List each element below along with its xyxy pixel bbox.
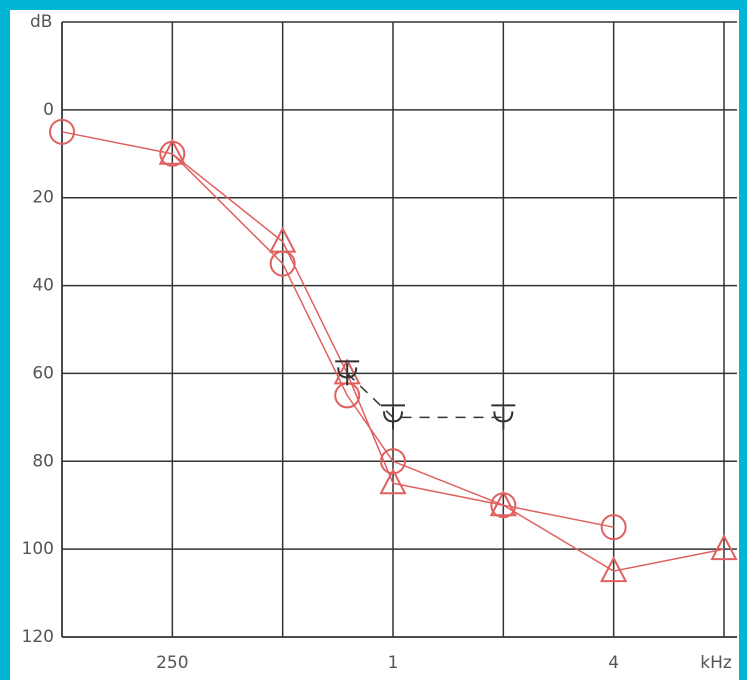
x-tick-label: 4 xyxy=(608,653,619,673)
y-tick-label: 0 xyxy=(43,100,54,120)
y-tick-label: 100 xyxy=(22,539,54,559)
circle-marker xyxy=(600,514,627,541)
y-tick-label: 20 xyxy=(32,188,54,208)
y-axis-label: dB xyxy=(30,12,52,32)
bone-marker xyxy=(335,360,360,386)
x-tick-label: 250 xyxy=(156,653,188,673)
series-line xyxy=(171,153,725,572)
y-tick-label: 60 xyxy=(32,363,54,383)
circle-marker xyxy=(49,118,75,145)
triangle-marker xyxy=(489,490,517,517)
bone-marker xyxy=(381,404,405,430)
y-tick-label: 120 xyxy=(22,627,54,647)
triangle-marker xyxy=(710,533,738,561)
plot-background xyxy=(10,10,739,680)
triangle-marker xyxy=(158,138,186,165)
bone-marker xyxy=(491,404,516,430)
x-tick-label: 1 xyxy=(388,653,399,673)
triangle-marker xyxy=(379,468,407,495)
y-tick-label: 40 xyxy=(32,276,54,296)
x-axis-unit: kHz xyxy=(700,653,732,673)
circle-marker xyxy=(380,448,406,475)
y-tick-label: 80 xyxy=(32,451,54,471)
triangle-marker xyxy=(269,226,297,253)
triangle-marker xyxy=(600,555,628,583)
